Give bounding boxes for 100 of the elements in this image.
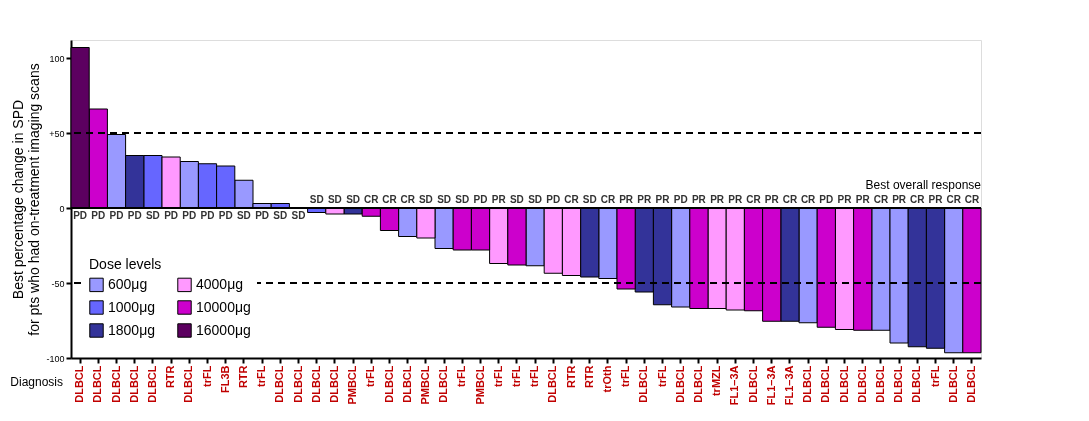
x-tick-label: DLBCL xyxy=(819,365,832,403)
x-tick-label: FL1–3A xyxy=(764,365,777,406)
x-tick-label: DLBCL xyxy=(109,365,122,403)
data-label: SD xyxy=(528,194,543,205)
x-tick-label: DLBCL xyxy=(892,365,905,403)
data-label: CR xyxy=(873,194,889,205)
x-tick-label: trFL xyxy=(255,365,268,387)
x-tick-label: DLBCL xyxy=(291,365,304,403)
x-tick-label: trFL xyxy=(364,365,377,387)
legend-label: 10000μg xyxy=(196,298,251,315)
x-tick-label: RTR xyxy=(164,365,177,389)
data-label: SD xyxy=(145,210,160,221)
data-label: SD xyxy=(346,194,361,205)
y-tick-label: 100 xyxy=(49,53,65,64)
data-label: CR xyxy=(600,194,616,205)
x-tick-label: DLBCL xyxy=(837,365,850,403)
data-label: SD xyxy=(291,210,306,221)
x-tick-label: DLBCL xyxy=(327,365,340,403)
x-tick-label: DLBCL xyxy=(910,365,923,403)
data-label: CR xyxy=(382,194,398,205)
x-tick-label: DLBCL xyxy=(546,365,559,403)
x-tick-label: DLBCL xyxy=(400,365,413,403)
text: Diagnosis xyxy=(10,375,63,389)
data-label: PR xyxy=(619,194,634,205)
y-axis-title: Best percentage change in SPD for pts who had on-treatment imaging scans xyxy=(10,63,43,336)
x-tick-label: trFL xyxy=(200,365,213,387)
data-label: CR xyxy=(964,194,980,205)
x-tick-label: DLBCL xyxy=(691,365,704,403)
data-label: SD xyxy=(273,210,288,221)
data-label: CR xyxy=(400,194,416,205)
x-tick-label: DLBCL xyxy=(309,365,322,403)
x-tick-label: PMBCL xyxy=(346,365,359,405)
x-tick-label: RTR xyxy=(582,365,595,389)
x-tick-label: DLBCL xyxy=(437,365,450,403)
x-tick-label: DLBCL xyxy=(382,365,395,403)
data-label: PR xyxy=(710,194,725,205)
x-tick-label: DLBCL xyxy=(855,365,868,403)
data-label: PD xyxy=(819,194,834,205)
x-tick-label: trFL xyxy=(455,365,468,387)
x-tick-label: trFL xyxy=(928,365,941,387)
x-tick-label: DLBCL xyxy=(673,365,686,403)
x-tick-label: PMBCL xyxy=(418,365,431,405)
data-label: PD xyxy=(200,210,215,221)
data-label: CR xyxy=(746,194,762,205)
data-label: PD xyxy=(218,210,233,221)
data-label: PD xyxy=(255,210,270,221)
x-tick-label: FL1–3A xyxy=(782,365,795,406)
y-tick-label: +50 xyxy=(49,128,65,139)
x-tick-label: DLBCL xyxy=(273,365,286,403)
data-label: SD xyxy=(418,194,433,205)
data-label: SD xyxy=(509,194,524,205)
x-tick-label: DLBCL xyxy=(127,365,140,403)
data-label: PR xyxy=(491,194,507,205)
data-label: PR xyxy=(728,194,744,205)
data-label: PD xyxy=(546,194,561,205)
data-label: PR xyxy=(691,194,707,205)
data-label: SD xyxy=(455,194,470,205)
y-tick-label: 0 xyxy=(59,203,65,214)
data-label: PD xyxy=(164,210,179,221)
x-tick-label: DLBCL xyxy=(182,365,195,403)
x-tick-label: PMBCL xyxy=(473,365,486,405)
x-tick-label: DLBCL xyxy=(964,365,977,403)
data-label: CR xyxy=(910,194,926,205)
legend-label: 16000μg xyxy=(196,321,251,338)
y-tick-label: -100 xyxy=(46,353,65,364)
x-tick-label: RTR xyxy=(564,365,577,389)
data-label: CR xyxy=(946,194,962,205)
data-label: PR xyxy=(637,194,653,205)
x-tick-label: DLBCL xyxy=(746,365,759,403)
x-tick-label: DLBCL xyxy=(91,365,104,403)
x-tick-label: trFL xyxy=(655,365,668,387)
data-label: PR xyxy=(837,194,853,205)
data-label: CR xyxy=(564,194,580,205)
x-tick-label: RTR xyxy=(236,365,249,389)
data-label: PR xyxy=(855,194,871,205)
data-label: PD xyxy=(473,194,488,205)
legend-label: 1000μg xyxy=(108,298,155,315)
data-label: PR xyxy=(928,194,944,205)
data-label: SD xyxy=(327,194,342,205)
data-label: PD xyxy=(73,210,88,221)
data-label: SD xyxy=(437,194,452,205)
x-tick-label: DLBCL xyxy=(946,365,959,403)
x-tick-label: FL1–3A xyxy=(728,365,741,406)
x-tick-label: DLBCL xyxy=(873,365,886,403)
y-tick-label: -50 xyxy=(51,278,65,289)
data-label: PD xyxy=(182,210,197,221)
data-label: PR xyxy=(764,194,780,205)
data-label: PR xyxy=(892,194,907,205)
x-tick-label: trFL xyxy=(509,365,522,387)
x-tick-label: trMZL xyxy=(710,365,723,397)
x-tick-label: DLBCL xyxy=(73,365,86,403)
x-tick-label: DLBCL xyxy=(801,365,814,403)
legend-label: 4000μg xyxy=(196,275,243,292)
legend-label: 600μg xyxy=(108,275,148,292)
x-tick-label: trFL xyxy=(619,365,632,387)
data-label: PD xyxy=(91,210,106,221)
data-label: SD xyxy=(582,194,597,205)
data-label: PD xyxy=(109,210,124,221)
legend-label: 1800μg xyxy=(108,321,155,338)
data-label: CR xyxy=(364,194,380,205)
